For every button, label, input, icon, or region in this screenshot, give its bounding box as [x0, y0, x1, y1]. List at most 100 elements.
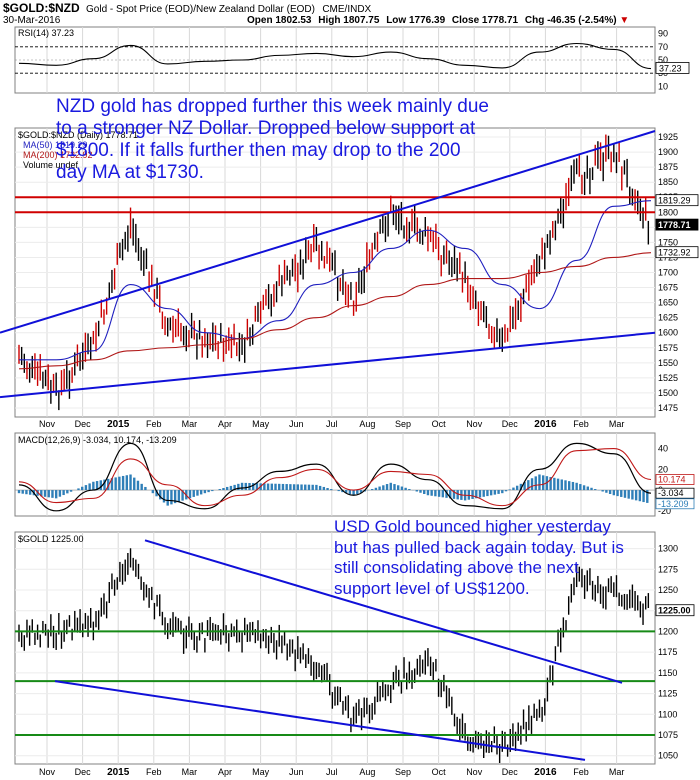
rsi-tick-label: 70	[658, 42, 668, 52]
x-tick-label: Dec	[502, 419, 519, 429]
nzd-price-tag-label: 1819.29	[658, 196, 691, 206]
macd-signal-line	[18, 448, 652, 507]
x-tick-label: May	[252, 419, 270, 429]
x-tick-label: Nov	[466, 419, 483, 429]
macd-value-label: 10.174	[658, 475, 686, 485]
usd-y-tick-label: 1300	[658, 544, 678, 554]
usd-trendline	[54, 680, 586, 761]
usd-annotation-line: support level of US$1200.	[334, 578, 530, 598]
nzd-y-tick-label: 1500	[658, 388, 678, 398]
macd-value-label: -3.034	[658, 488, 684, 498]
nzd-price-tag-label: 1732.92	[658, 248, 691, 258]
chart-header-line2: 30-Mar-2016	[3, 15, 60, 26]
nzd-y-tick-label: 1900	[658, 147, 678, 157]
usd-y-tick-label: 1125	[658, 689, 677, 699]
x-tick-label: Aug	[359, 767, 375, 777]
nzd-annotation-line: NZD gold has dropped further this week m…	[56, 96, 490, 117]
usd-price-tag	[655, 604, 695, 617]
x-tick-label: Dec	[75, 419, 92, 429]
volume-legend: Volume undef	[23, 160, 79, 170]
macd-value-tag	[655, 474, 695, 485]
nzd-price-tag	[655, 218, 699, 231]
ma50-legend: MA(50) 1819.29	[23, 140, 88, 150]
nzd-y-tick-label: 1525	[658, 373, 678, 383]
x-tick-label: Feb	[573, 767, 589, 777]
rsi-tick-label: 90	[658, 29, 668, 39]
rsi-title: RSI(14) 37.23	[18, 28, 74, 38]
macd-line	[18, 442, 652, 512]
nzd-y-tick-label: 1800	[658, 207, 678, 217]
x-tick-label: Sep	[395, 419, 411, 429]
nzd-price-tag	[655, 246, 699, 259]
x-tick-label: Aug	[359, 419, 375, 429]
description-label: Gold - Spot Price (EOD)/New Zealand Doll…	[86, 4, 315, 15]
macd-value-tag	[655, 498, 695, 510]
x-tick-label: Jun	[289, 419, 304, 429]
macd-value-tag	[655, 487, 695, 499]
nzd-trendline	[0, 331, 656, 399]
x-tick-label: Apr	[218, 419, 232, 429]
macd-tick-label: -20	[658, 506, 671, 516]
macd-tick-label: 40	[658, 444, 668, 454]
macd-title: MACD(12,26,9) -3.034, 10.174, -13.209	[18, 435, 177, 445]
x-tick-label: Feb	[573, 419, 589, 429]
nzd-y-tick-label: 1750	[658, 237, 678, 247]
rsi-line	[18, 42, 652, 70]
symbol-label: $GOLD:$NZD	[3, 1, 80, 15]
x-tick-label: Feb	[146, 419, 162, 429]
ohlc-readout: Open 1802.53 High 1807.75 Low 1776.39 Cl…	[247, 15, 629, 26]
x-tick-label: Jul	[326, 419, 338, 429]
usd-annotation: USD Gold bounced higher yesterday but ha…	[334, 517, 624, 599]
nzd-y-tick-label: 1600	[658, 328, 678, 338]
usd-y-tick-label: 1075	[658, 730, 678, 740]
x-tick-label: Mar	[609, 767, 625, 777]
x-tick-label: Nov	[466, 767, 483, 777]
nzd-y-tick-label: 1625	[658, 313, 678, 323]
nzd-y-tick-label: 1875	[658, 162, 678, 172]
date-label: 30-Mar-2016	[3, 15, 61, 26]
nzd-y-tick-label: 1700	[658, 268, 678, 278]
chart-header-line1: $GOLD:$NZD Gold - Spot Price (EOD)/New Z…	[3, 1, 371, 15]
usd-y-tick-label: 1150	[658, 668, 677, 678]
x-tick-label: Oct	[432, 419, 447, 429]
high-label: High 1807.75	[318, 15, 380, 26]
rsi-tick-label: 50	[658, 55, 668, 65]
x-tick-label: Dec	[502, 767, 519, 777]
x-tick-label: Oct	[432, 767, 447, 777]
usd-price-tag-label: 1225.00	[658, 606, 691, 616]
usd-price-panel	[14, 531, 656, 765]
x-tick-label: 2016	[534, 419, 557, 430]
x-tick-label: 2015	[107, 767, 130, 778]
close-label: Close 1778.71	[451, 15, 519, 26]
nzd-y-tick-label: 1850	[658, 177, 678, 187]
rsi-value-label: 37.23	[659, 63, 682, 73]
x-tick-label: 2016	[534, 767, 557, 778]
nzd-y-tick-label: 1925	[658, 132, 678, 142]
nzd-annotation-line: to a stronger NZ Dollar. Dropped below s…	[56, 118, 476, 139]
down-arrow-icon: ▼	[619, 15, 630, 26]
x-tick-label: Feb	[146, 767, 162, 777]
macd-value-label: -13.209	[658, 499, 689, 509]
usd-y-tick-label: 1250	[658, 585, 678, 595]
x-tick-label: Mar	[182, 767, 198, 777]
x-tick-label: Jun	[289, 767, 304, 777]
x-tick-label: Mar	[182, 419, 198, 429]
nzd-annotation-line: $1800. If it falls further then may drop…	[56, 140, 461, 161]
macd-panel	[14, 432, 656, 517]
x-tick-label: Nov	[39, 419, 56, 429]
rsi-value-box	[655, 62, 690, 74]
nzd-y-tick-label: 1475	[658, 403, 678, 413]
usd-y-tick-label: 1100	[658, 709, 677, 719]
macd-tick-label: 20	[658, 464, 668, 474]
x-tick-label: Jul	[326, 767, 338, 777]
x-tick-label: Sep	[395, 767, 411, 777]
usd-annotation-line: still consolidating above the next	[334, 558, 579, 577]
usd-y-tick-label: 1175	[658, 647, 677, 657]
usd-trendline	[144, 539, 623, 684]
usd-annotation-line: USD Gold bounced higher yesterday	[334, 517, 611, 536]
x-tick-label: Mar	[609, 419, 625, 429]
nzd-price-tag	[655, 194, 699, 207]
x-tick-label: May	[252, 767, 270, 777]
